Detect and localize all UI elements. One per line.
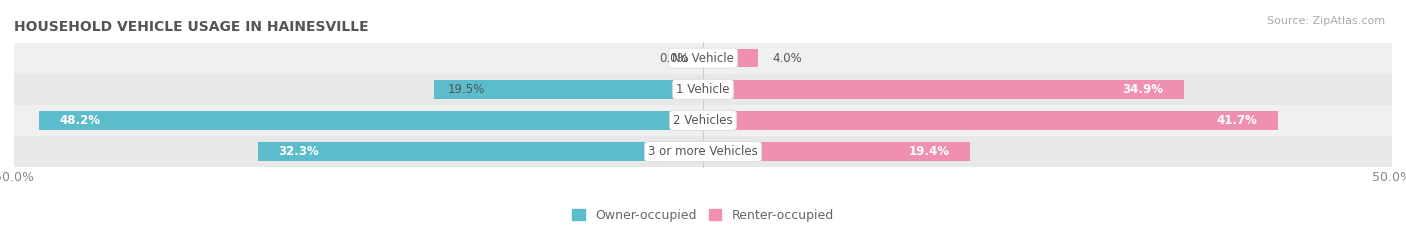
Bar [703,111,1278,130]
Text: 32.3%: 32.3% [278,145,319,158]
Text: 41.7%: 41.7% [1216,114,1257,127]
Bar [14,43,1392,74]
Text: 34.9%: 34.9% [1122,83,1163,96]
Text: 48.2%: 48.2% [59,114,101,127]
Bar [14,136,1392,167]
Text: 1 Vehicle: 1 Vehicle [676,83,730,96]
Text: 4.0%: 4.0% [772,52,801,65]
Bar [703,142,970,161]
Legend: Owner-occupied, Renter-occupied: Owner-occupied, Renter-occupied [568,204,838,227]
Text: 0.0%: 0.0% [659,52,689,65]
Bar [703,80,1184,99]
Bar [14,105,1392,136]
Bar [703,49,758,68]
Bar [39,111,703,130]
Text: 3 or more Vehicles: 3 or more Vehicles [648,145,758,158]
Bar [257,142,703,161]
Text: 2 Vehicles: 2 Vehicles [673,114,733,127]
Text: No Vehicle: No Vehicle [672,52,734,65]
Text: 19.5%: 19.5% [449,83,485,96]
Text: 19.4%: 19.4% [908,145,949,158]
Bar [434,80,703,99]
Text: HOUSEHOLD VEHICLE USAGE IN HAINESVILLE: HOUSEHOLD VEHICLE USAGE IN HAINESVILLE [14,20,368,34]
Text: Source: ZipAtlas.com: Source: ZipAtlas.com [1267,16,1385,26]
Bar [14,74,1392,105]
